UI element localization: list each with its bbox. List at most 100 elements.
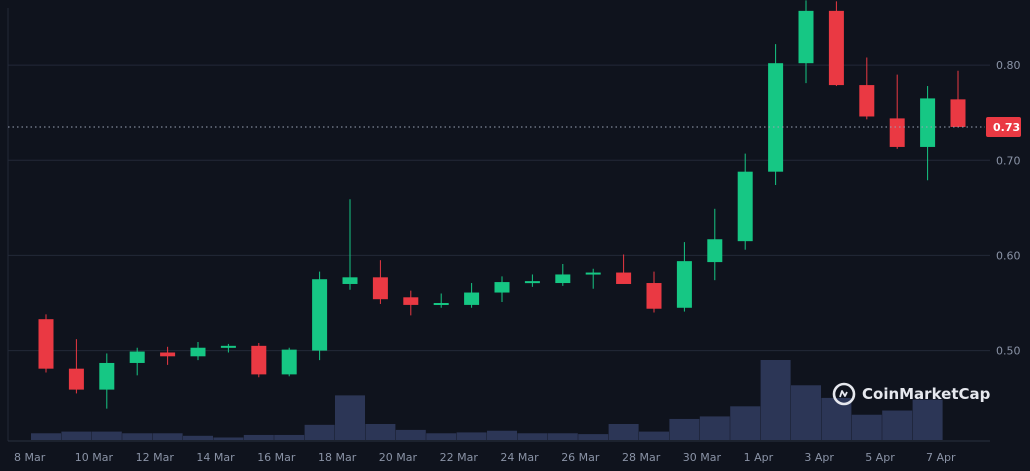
volume-bar — [274, 434, 305, 440]
candle-body — [312, 279, 328, 351]
volume-bar — [547, 433, 578, 440]
volume-bar — [243, 434, 274, 440]
candle-up — [342, 199, 358, 290]
candle-up — [920, 86, 936, 181]
candle-up — [190, 342, 206, 361]
y-tick-label: 0.70 — [996, 154, 1021, 167]
volume-bar — [152, 433, 183, 440]
candle-body — [68, 368, 84, 390]
candle-down — [646, 271, 662, 313]
candle-up — [220, 343, 236, 353]
volume-bar — [122, 433, 153, 440]
volume-bar — [578, 434, 609, 440]
volume-bar — [304, 424, 335, 440]
candle-body — [646, 283, 662, 309]
candle-body — [129, 351, 145, 363]
current-price-tag — [986, 116, 1021, 137]
volume-bar — [91, 431, 122, 440]
candle-body — [281, 349, 297, 375]
volume-bar — [912, 399, 943, 440]
candle-body — [464, 292, 480, 305]
volume-bar — [851, 414, 882, 440]
candle-down — [828, 1, 844, 87]
candle-up — [585, 268, 601, 289]
candle-body — [38, 319, 54, 369]
candle-up — [464, 283, 480, 308]
candle-up — [494, 276, 510, 303]
grid-lines — [8, 64, 990, 352]
candle-body — [555, 274, 571, 284]
candle-up — [768, 44, 784, 186]
x-tick-label: 10 Mar — [75, 451, 114, 464]
volume-bar — [730, 406, 761, 440]
y-axis-labels: 0.50 0.60 0.70 0.80 — [996, 59, 1021, 357]
volume-bar — [608, 424, 639, 440]
candle-body — [616, 272, 632, 284]
x-axis-labels: 8 Mar 10 Mar 12 Mar 14 Mar 16 Mar 18 Mar 20 Ma… — [14, 451, 956, 464]
candle-up — [433, 293, 449, 308]
volume-bar — [882, 410, 913, 440]
candle-body — [676, 261, 692, 308]
x-tick-label: 8 Mar — [14, 451, 46, 464]
candle-down — [403, 290, 419, 316]
volume-bar — [426, 433, 457, 440]
y-tick-label: 0.80 — [996, 59, 1021, 72]
candle-up — [312, 271, 328, 361]
candle-body — [190, 347, 206, 357]
candle-body — [859, 85, 875, 117]
candle-body — [342, 277, 358, 284]
volume-bar — [487, 430, 517, 440]
candle-down — [251, 342, 267, 378]
volume-bar — [335, 395, 365, 440]
coinmarketcap-logo-icon — [832, 382, 856, 406]
candle-down — [616, 254, 632, 284]
x-tick-label: 3 Apr — [804, 451, 834, 464]
candle-down — [950, 70, 966, 127]
candle-up — [737, 153, 753, 250]
current-price-label: 0.73 — [993, 121, 1020, 134]
candle-body — [160, 352, 176, 357]
candles — [38, 0, 966, 409]
candle-up — [798, 0, 814, 84]
candle-body — [494, 282, 510, 293]
candle-down — [160, 346, 176, 365]
x-tick-label: 28 Mar — [622, 451, 661, 464]
candle-body — [737, 171, 753, 242]
candle-body — [372, 277, 388, 300]
volume-bar — [183, 435, 213, 440]
volume-bar — [365, 424, 396, 440]
candle-body — [889, 118, 905, 147]
candle-down — [889, 74, 905, 149]
candle-down — [859, 57, 875, 120]
x-tick-label: 1 Apr — [744, 451, 774, 464]
x-tick-label: 7 Apr — [926, 451, 956, 464]
candle-body — [524, 281, 540, 284]
volume-bar — [213, 437, 244, 440]
candle-down — [38, 314, 54, 373]
x-tick-label: 26 Mar — [561, 451, 600, 464]
candle-body — [920, 98, 936, 147]
x-tick-label: 24 Mar — [500, 451, 539, 464]
coinmarketcap-watermark: CoinMarketCap — [832, 382, 991, 406]
volume-bar — [699, 416, 730, 440]
candle-body — [768, 63, 784, 172]
candle-body — [585, 272, 601, 275]
current-price-indicator: 0.73 — [8, 116, 1021, 137]
x-tick-label: 18 Mar — [318, 451, 357, 464]
candle-body — [950, 99, 966, 127]
volume-bar — [456, 432, 487, 440]
candle-up — [707, 208, 723, 281]
volume-bar — [395, 429, 426, 440]
y-tick-label: 0.50 — [996, 345, 1021, 358]
watermark-text: CoinMarketCap — [862, 385, 991, 403]
candle-up — [555, 263, 571, 286]
candle-up — [99, 353, 115, 409]
candle-body — [707, 239, 723, 263]
volume-bar — [639, 431, 669, 440]
volume-bar — [31, 433, 61, 440]
volume-bar — [669, 418, 700, 440]
candle-up — [129, 347, 145, 376]
candle-body — [99, 362, 115, 390]
